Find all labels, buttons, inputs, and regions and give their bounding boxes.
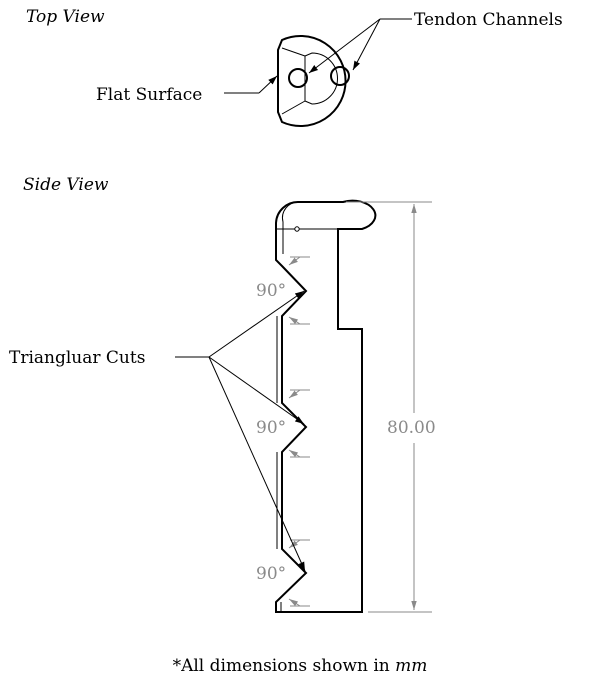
- angle-label-2: 90°: [256, 418, 286, 438]
- triangular-cuts-label: Triangluar Cuts: [9, 348, 145, 368]
- footnote-prefix: *All dimensions shown in: [173, 656, 396, 676]
- flat-surface-leader: [224, 75, 278, 94]
- side-view: [275, 199, 377, 613]
- side-view-pivot-hole: [294, 226, 300, 232]
- footnote-unit: mm: [395, 656, 427, 676]
- top-view-bevel-bottom: [281, 100, 306, 115]
- height-dimension: [346, 201, 432, 613]
- dimensions-footnote: *All dimensions shown in mm: [173, 656, 428, 676]
- top-view: [277, 35, 350, 127]
- top-view-inner-d: [304, 52, 338, 105]
- side-view-title: Side View: [23, 175, 109, 195]
- triangular-cuts-leader: [175, 290, 306, 572]
- angle-dimension-marks: [288, 256, 310, 607]
- tendon-channels-leader: [308, 18, 412, 74]
- top-view-bevel-top: [281, 47, 306, 57]
- tendon-channel-right: [330, 66, 350, 86]
- angle-label-1: 90°: [256, 281, 286, 301]
- tendon-channel-left: [288, 68, 308, 88]
- flat-surface-label: Flat Surface: [96, 85, 202, 105]
- angle-label-3: 90°: [256, 564, 286, 584]
- tendon-channels-label: Tendon Channels: [414, 10, 563, 30]
- top-view-title: Top View: [26, 7, 105, 27]
- side-view-outline: [275, 199, 377, 613]
- top-view-outline: [277, 35, 347, 127]
- height-dimension-value: 80.00: [387, 418, 436, 438]
- side-view-head-inner: [282, 201, 300, 254]
